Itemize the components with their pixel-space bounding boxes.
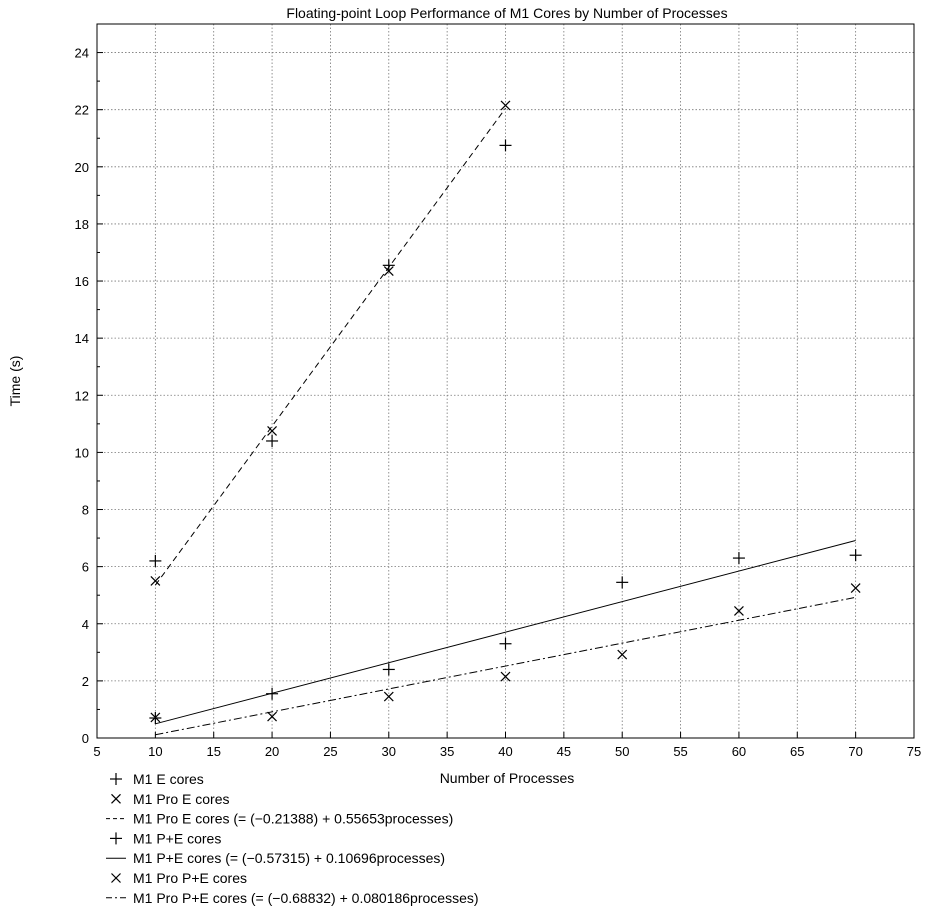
- x-tick-label: 45: [557, 744, 571, 759]
- data-point-series-5: [850, 583, 861, 593]
- y-tick-label: 10: [75, 445, 89, 460]
- x-tick-label: 20: [265, 744, 279, 759]
- legend-entry: M1 P+E cores: [110, 830, 221, 846]
- legend-entry: M1 E cores: [110, 771, 204, 787]
- data-point-series-0: [266, 434, 279, 447]
- y-tick-label: 16: [75, 274, 89, 289]
- x-tick-label: 35: [440, 744, 454, 759]
- legend: M1 E cores M1 Pro E cores M1 Pro E cores (…: [106, 771, 479, 906]
- legend-label: M1 P+E cores: [133, 830, 221, 846]
- data-point-series-5: [267, 711, 277, 722]
- legend-marker-swatch: [110, 832, 122, 845]
- legend-label: M1 Pro P+E cores (= (−0.68832) + 0.08018…: [133, 890, 479, 906]
- legend-entry: M1 Pro P+E cores: [111, 870, 247, 886]
- data-point-series-5: [617, 649, 628, 660]
- y-axis-label: Time (s): [7, 356, 23, 407]
- legend-entry: M1 Pro E cores (= (−0.21388) + 0.55653pr…: [106, 811, 453, 827]
- y-tick-label: 18: [75, 217, 89, 232]
- data-point-series-3: [382, 663, 395, 676]
- data-point-series-3: [266, 687, 279, 700]
- data-point-series-5: [500, 671, 511, 682]
- x-tick-label: 5: [93, 744, 100, 759]
- x-tick-label: 60: [732, 744, 746, 759]
- y-tick-label: 24: [75, 46, 89, 61]
- y-tick-label: 14: [75, 331, 89, 346]
- x-tick-label: 25: [323, 744, 337, 759]
- y-tick-label: 2: [82, 674, 89, 689]
- y-tick-label: 22: [75, 103, 89, 118]
- legend-label: M1 P+E cores (= (−0.57315) + 0.10696proc…: [133, 850, 445, 866]
- y-tick-label: 20: [75, 160, 89, 175]
- data-point-series-1: [150, 575, 161, 586]
- y-tick-label: 0: [82, 731, 89, 746]
- x-tick-label: 50: [615, 744, 629, 759]
- x-tick-label: 55: [673, 744, 687, 759]
- legend-marker-swatch: [111, 873, 121, 883]
- chart-title: Floating-point Loop Performance of M1 Co…: [286, 5, 727, 21]
- x-axis: 5 10 15 20 25 30 35 40 45 50 55 60 65 70 75: [93, 732, 921, 759]
- data-point-series-0: [499, 139, 512, 152]
- fit-line-series-6: [155, 596, 856, 736]
- x-tick-label: 30: [382, 744, 396, 759]
- x-tick-label: 10: [148, 744, 162, 759]
- legend-entry: M1 Pro E cores: [111, 791, 229, 807]
- legend-marker-swatch: [111, 793, 121, 804]
- y-tick-label: 8: [82, 503, 89, 518]
- data-point-series-5: [150, 712, 161, 723]
- legend-entry: M1 Pro P+E cores (= (−0.68832) + 0.08018…: [106, 890, 479, 906]
- y-tick-label: 6: [82, 560, 89, 575]
- data-point-series-3: [849, 549, 862, 562]
- data-point-series-0: [382, 259, 395, 272]
- legend-marker-swatch: [110, 773, 122, 785]
- legend-label: M1 Pro E cores (= (−0.21388) + 0.55653pr…: [133, 811, 453, 827]
- data-point-series-0: [149, 554, 162, 567]
- x-tick-label: 15: [206, 744, 220, 759]
- y-tick-label: 12: [75, 388, 89, 403]
- data-point-series-3: [616, 576, 629, 589]
- data-point-series-5: [734, 605, 744, 616]
- data-point-series-3: [499, 637, 512, 650]
- legend-entry: M1 P+E cores (= (−0.57315) + 0.10696proc…: [106, 850, 445, 866]
- x-tick-label: 40: [498, 744, 512, 759]
- x-axis-label: Number of Processes: [440, 770, 575, 786]
- data-point-series-3: [732, 552, 745, 565]
- legend-label: M1 Pro E cores: [133, 791, 229, 807]
- x-tick-label: 70: [848, 744, 862, 759]
- data-point-series-1: [267, 426, 277, 436]
- grid: [97, 24, 914, 738]
- data-point-series-1: [383, 266, 394, 276]
- x-tick-label: 75: [907, 744, 921, 759]
- x-tick-label: 65: [790, 744, 804, 759]
- y-tick-label: 4: [82, 617, 89, 632]
- data-points: [149, 100, 862, 725]
- legend-label: M1 E cores: [133, 771, 204, 787]
- data-point-series-5: [383, 691, 394, 702]
- fit-line-series-2: [154, 108, 506, 586]
- legend-label: M1 Pro P+E cores: [133, 870, 247, 886]
- data-point-series-1: [500, 100, 511, 111]
